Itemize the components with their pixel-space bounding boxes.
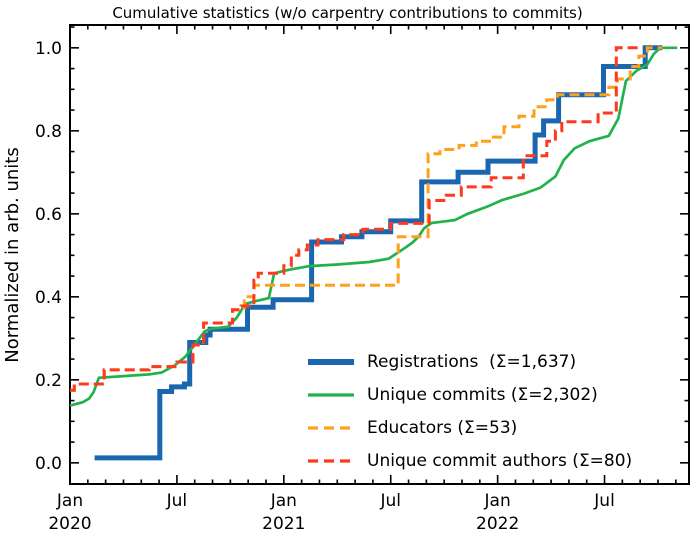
series-line-unique-commit-authors (70, 46, 643, 392)
legend-swatch-unique-commit-authors-line (308, 458, 354, 463)
y-tick-label: 0.4 (35, 288, 62, 308)
legend-label-educators: Educators (Σ=53) (367, 417, 518, 438)
x-tick-year-label: 2022 (476, 514, 519, 534)
x-tick-label: Jan (484, 491, 511, 511)
legend-swatch-registrations-line (308, 358, 354, 365)
axis-ticks (69, 25, 689, 484)
legend-item-unique-commits: Unique commits (Σ=2,302) (308, 378, 632, 411)
y-tick-label: 0.0 (35, 454, 62, 474)
legend: Registrations (Σ=1,637) Unique commits (… (308, 345, 632, 477)
series-line-registrations (94, 45, 663, 461)
x-tick-year-label: 2020 (48, 514, 91, 534)
x-tick-label: Jan (270, 491, 297, 511)
y-tick-label: 0.8 (35, 122, 62, 142)
legend-item-unique-commit-authors: Unique commit authors (Σ=80) (308, 444, 632, 477)
plot-spines (69, 24, 690, 485)
chart-title: Cumulative statistics (w/o carpentry con… (112, 4, 583, 22)
y-tick-label: 1.0 (35, 39, 62, 59)
series-line-educators (70, 46, 663, 392)
legend-item-educators: Educators (Σ=53) (308, 411, 632, 444)
y-tick-label: 0.6 (35, 205, 62, 225)
legend-swatch-educators-line (308, 425, 354, 430)
tick-labels: Jan 2020 Jul Jan 2021 Jul Jan 2022 Jul 0.0 0.2 0.4 0… (35, 39, 615, 534)
legend-swatch-unique-commits-line (308, 392, 354, 397)
legend-label-registrations: Registrations (Σ=1,637) (367, 351, 577, 372)
x-tick-label: Jul (166, 491, 188, 511)
x-tick-label: Jul (593, 491, 615, 511)
x-tick-label: Jul (379, 491, 401, 511)
y-tick-label: 0.2 (35, 371, 62, 391)
x-tick-label: Jan (56, 491, 83, 511)
legend-label-unique-commits: Unique commits (Σ=2,302) (367, 384, 598, 405)
x-tick-year-label: 2021 (262, 514, 305, 534)
legend-label-unique-commit-authors: Unique commit authors (Σ=80) (367, 450, 633, 471)
legend-item-registrations: Registrations (Σ=1,637) (308, 345, 632, 378)
